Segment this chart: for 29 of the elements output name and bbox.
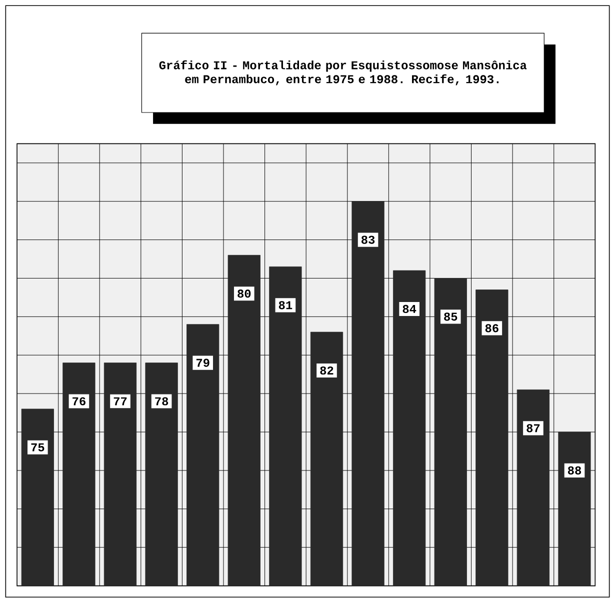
- bar: [104, 362, 137, 586]
- x-tick-label: 84: [402, 305, 416, 314]
- x-tick-label: 79: [196, 358, 210, 367]
- x-tick-label: 88: [568, 466, 582, 475]
- bar: [352, 201, 384, 586]
- x-tick-label: 86: [485, 324, 498, 332]
- x-tick-label: 83: [362, 236, 375, 244]
- bar: [21, 408, 54, 586]
- bar: [310, 332, 344, 586]
- x-tick-label: 77: [114, 397, 127, 406]
- bar: [393, 270, 426, 586]
- x-tick-label: 78: [155, 397, 168, 406]
- bar: [269, 266, 302, 586]
- bar: [516, 390, 550, 586]
- x-tick-label: 80: [238, 290, 251, 298]
- bar: [186, 324, 220, 586]
- bar: [558, 432, 591, 586]
- bar: [145, 362, 178, 586]
- bar: [62, 362, 96, 586]
- x-tick-label: 85: [444, 312, 458, 321]
- bar: [228, 255, 260, 586]
- bar: [476, 290, 508, 586]
- bar: [434, 278, 467, 586]
- x-tick-label: 82: [320, 366, 334, 375]
- x-tick-label: 87: [526, 424, 540, 432]
- x-tick-label: 75: [31, 443, 44, 452]
- chart-title: Gráfico II - Mortalidade por Esquistossomose Mansônica em Pernambuco, entre 1975 e 1988. Recife, 1993.: [159, 60, 527, 86]
- x-tick-label: 81: [278, 301, 292, 310]
- x-tick-label: 76: [72, 397, 86, 406]
